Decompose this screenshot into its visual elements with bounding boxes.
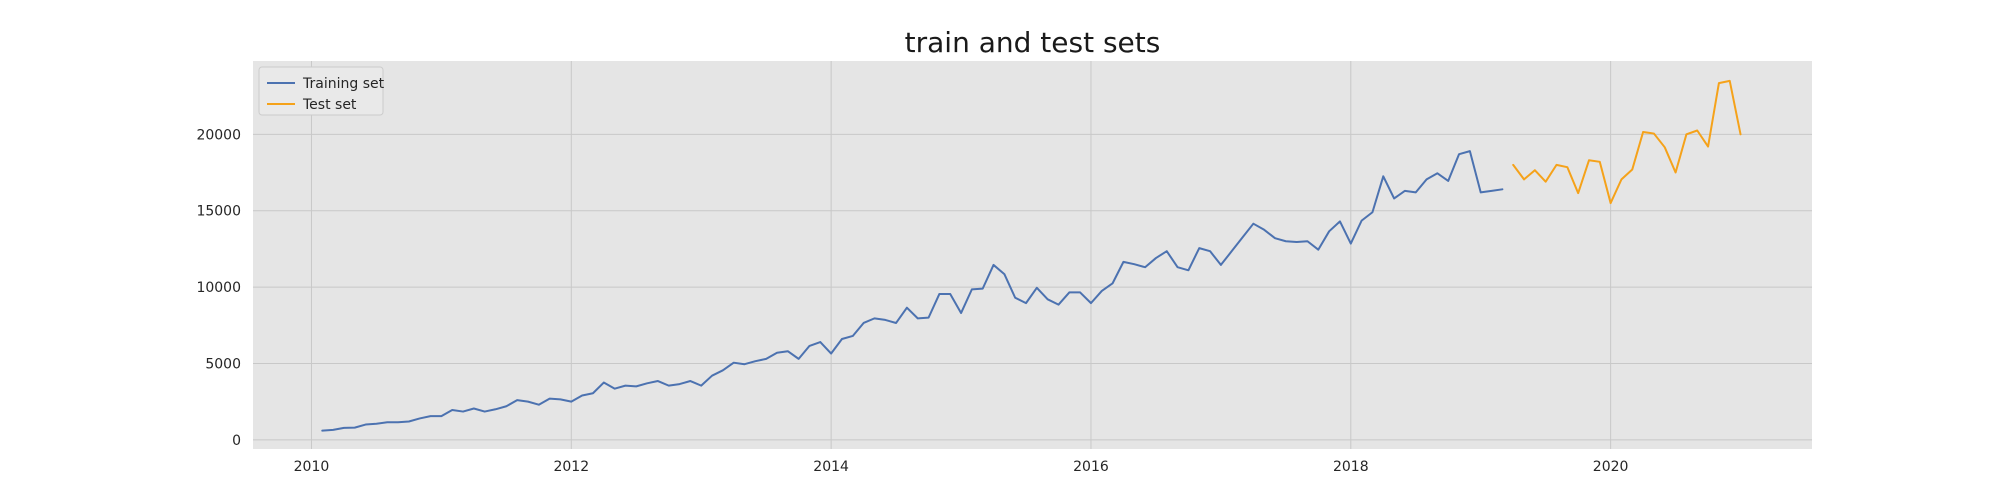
y-tick-label: 0 — [232, 433, 241, 449]
chart-title: train and test sets — [905, 26, 1161, 59]
grid — [253, 61, 1812, 449]
y-tick-label: 20000 — [196, 127, 241, 143]
x-tick-label: 2018 — [1333, 459, 1369, 475]
legend: Training set Test set — [258, 66, 385, 116]
legend-label-training-set: Training set — [302, 76, 385, 92]
series-line-test-set — [1512, 79, 1742, 205]
x-tick-label: 2012 — [553, 459, 589, 475]
y-tick-label: 15000 — [196, 204, 241, 220]
y-tick-label: 10000 — [196, 280, 241, 296]
x-tick-label: 2010 — [294, 459, 330, 475]
tick-labels: 2010 2012 2014 2016 2018 2020 0 5000 10000 15000 2… — [196, 127, 1628, 475]
x-tick-label: 2016 — [1073, 459, 1109, 475]
x-tick-label: 2014 — [813, 459, 849, 475]
series-line-training-set — [321, 150, 1504, 432]
y-tick-label: 5000 — [205, 356, 241, 372]
plot-area — [253, 61, 1812, 449]
x-tick-label: 2020 — [1593, 459, 1629, 475]
series-layer — [321, 79, 1742, 432]
legend-label-test-set: Test set — [302, 97, 357, 113]
